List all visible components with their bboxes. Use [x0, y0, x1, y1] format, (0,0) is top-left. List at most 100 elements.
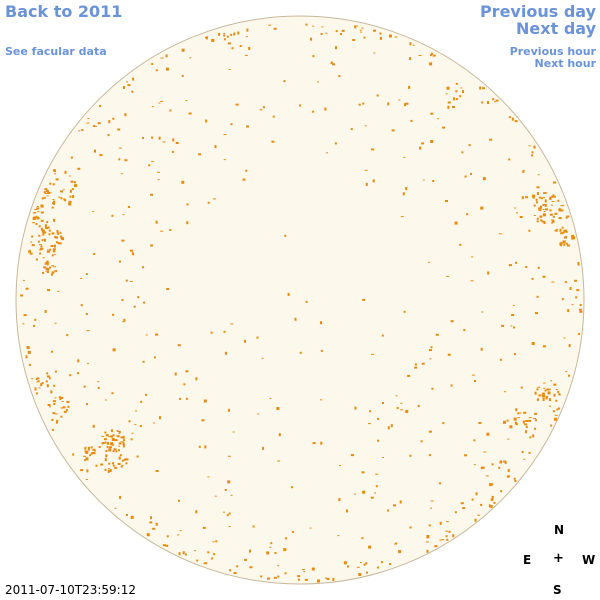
facula-mark [561, 209, 564, 211]
facula-mark [565, 242, 568, 245]
facula-mark [303, 571, 306, 573]
facula-mark [409, 57, 412, 61]
facula-mark [29, 252, 33, 255]
facula-mark [236, 565, 239, 568]
previous-day-link[interactable]: Previous day [479, 2, 596, 21]
facula-mark [118, 158, 121, 161]
facula-mark [291, 530, 294, 533]
facula-mark [382, 402, 384, 404]
next-day-link[interactable]: Next day [516, 19, 596, 38]
facula-mark [550, 380, 553, 382]
facula-mark [490, 505, 493, 508]
facula-mark [207, 551, 210, 554]
facula-mark [542, 275, 546, 278]
facula-mark [131, 90, 134, 93]
facula-mark [114, 439, 118, 442]
facula-mark [178, 552, 181, 556]
facula-mark [52, 412, 55, 415]
facula-mark [39, 252, 42, 255]
facula-mark [33, 325, 36, 327]
facula-mark [112, 117, 115, 120]
facula-mark [447, 101, 451, 104]
facula-mark [536, 388, 539, 391]
back-to-year-link[interactable]: Back to 2011 [5, 2, 123, 21]
facula-mark [110, 435, 114, 438]
facula-mark [53, 218, 56, 222]
facula-mark [109, 446, 112, 449]
facula-mark [489, 138, 493, 141]
facula-mark [151, 136, 154, 139]
facula-mark [358, 573, 362, 576]
next-hour-link[interactable]: Next hour [534, 57, 597, 70]
previous-hour-link[interactable]: Previous hour [509, 45, 596, 58]
facula-mark [95, 125, 97, 127]
facula-mark [32, 222, 35, 224]
facula-mark [426, 535, 430, 538]
facula-mark [549, 209, 552, 212]
facula-mark [133, 305, 136, 308]
facula-mark [536, 201, 538, 204]
facula-mark [179, 397, 182, 400]
facula-mark [151, 106, 154, 108]
facula-mark [571, 304, 574, 306]
facula-mark [49, 266, 51, 269]
facula-mark [106, 446, 109, 449]
facula-mark [536, 295, 539, 298]
facula-mark [245, 169, 248, 172]
facula-mark [145, 334, 148, 336]
facula-mark [373, 52, 376, 54]
facula-mark [430, 507, 433, 509]
facula-mark [452, 534, 455, 538]
facula-mark [519, 412, 522, 414]
facula-mark [226, 35, 229, 38]
facula-mark [538, 196, 541, 199]
facula-mark [177, 534, 180, 536]
facula-mark [46, 250, 50, 253]
facula-mark [473, 439, 476, 442]
facula-mark [464, 175, 467, 178]
facula-mark [445, 535, 448, 538]
facula-mark [85, 313, 88, 315]
facula-mark [112, 450, 115, 453]
facula-mark [294, 317, 297, 321]
facula-mark [198, 153, 202, 156]
see-facular-data-link[interactable]: See facular data [5, 45, 107, 58]
facula-mark [52, 251, 56, 253]
facula-mark [223, 134, 227, 136]
facula-mark [355, 25, 359, 27]
facula-mark [60, 235, 63, 239]
facula-mark [116, 439, 119, 441]
facula-mark [54, 254, 57, 256]
facula-mark [536, 186, 540, 189]
facula-mark [172, 138, 175, 142]
facula-mark [422, 179, 425, 181]
facula-mark [71, 188, 74, 191]
facula-mark [332, 63, 336, 66]
facula-mark [365, 182, 368, 186]
facula-mark [536, 220, 539, 223]
facula-mark [503, 391, 506, 393]
facula-mark [111, 214, 114, 217]
facula-mark [57, 242, 60, 245]
facula-mark [434, 545, 438, 548]
facula-mark [528, 145, 531, 147]
facula-mark [125, 458, 129, 461]
facula-mark [432, 180, 435, 182]
facula-mark [44, 262, 47, 265]
facula-mark [558, 208, 562, 212]
facula-mark [531, 154, 533, 157]
facula-mark [576, 289, 580, 292]
facula-mark [403, 310, 406, 313]
facula-mark [277, 460, 281, 462]
facula-mark [430, 54, 433, 57]
facula-mark [284, 234, 287, 237]
facula-mark [555, 389, 558, 390]
facula-mark [534, 427, 537, 430]
facula-mark [549, 213, 553, 216]
facula-mark [471, 256, 474, 258]
facula-mark [408, 85, 411, 89]
facula-mark [442, 126, 446, 129]
facula-mark [77, 372, 79, 375]
facula-mark [107, 436, 111, 438]
facula-mark [112, 348, 116, 352]
